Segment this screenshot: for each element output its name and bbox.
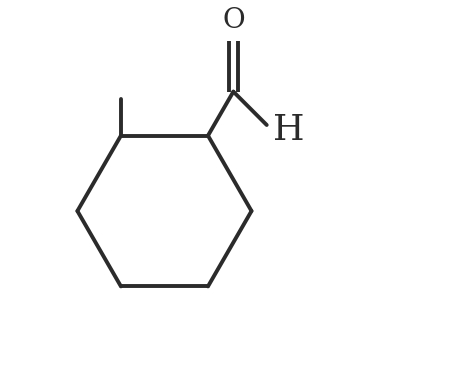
Text: O: O (222, 7, 245, 34)
Text: H: H (273, 113, 305, 147)
